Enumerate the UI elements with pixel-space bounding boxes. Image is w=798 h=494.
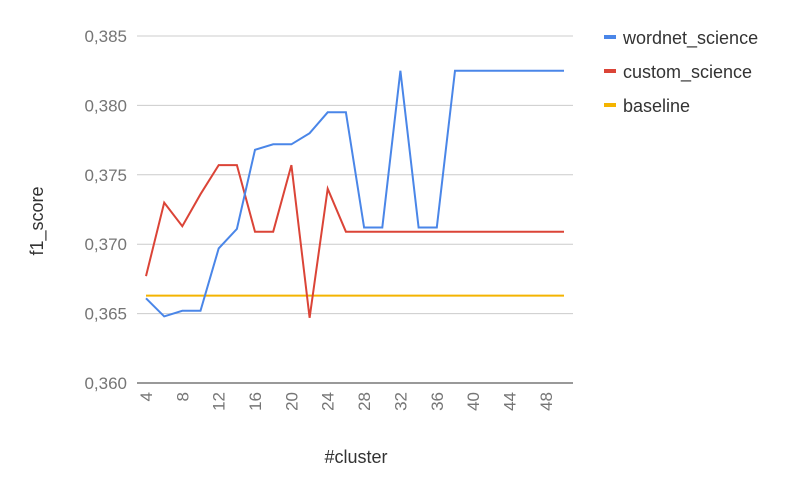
legend-label: wordnet_science <box>622 28 758 49</box>
x-tick-label: 4 <box>137 392 156 401</box>
x-tick-label: 36 <box>428 392 447 411</box>
gridlines <box>137 35 573 384</box>
legend-swatch <box>604 35 616 39</box>
x-tick-label: 28 <box>355 392 374 411</box>
y-tick-label: 0,380 <box>84 96 127 115</box>
legend-label: baseline <box>623 96 690 116</box>
legend-swatch <box>604 103 616 107</box>
legend: wordnet_science custom_science baseline <box>604 28 758 116</box>
y-tick-label: 0,365 <box>84 305 127 324</box>
series-line-wordnet-science <box>145 69 564 318</box>
x-tick-label: 8 <box>173 392 192 401</box>
x-tick-label: 20 <box>282 392 301 411</box>
x-tick-label: 32 <box>391 392 410 411</box>
y-tick-label: 0,375 <box>84 166 127 185</box>
series-line-custom-science <box>145 164 564 318</box>
y-tick-label: 0,370 <box>84 235 127 254</box>
x-tick-label: 48 <box>537 392 556 411</box>
x-tick-label: 24 <box>319 392 338 411</box>
series-lines <box>145 69 564 318</box>
x-tick-label: 44 <box>500 392 519 411</box>
x-tick-label: 40 <box>464 392 483 411</box>
legend-swatch <box>604 69 616 73</box>
legend-label: custom_science <box>623 62 752 83</box>
y-tick-label: 0,360 <box>84 374 127 393</box>
x-tick-label: 16 <box>246 392 265 411</box>
y-tick-label: 0,385 <box>84 27 127 46</box>
x-axis-ticks: 4 8 12 16 20 24 28 32 36 40 44 48 <box>137 392 556 411</box>
x-axis-title: #cluster <box>324 447 387 467</box>
y-axis-title: f1_score <box>27 186 48 255</box>
y-axis-ticks: 0,360 0,365 0,370 0,375 0,380 0,385 <box>84 27 127 393</box>
x-tick-label: 12 <box>210 392 229 411</box>
